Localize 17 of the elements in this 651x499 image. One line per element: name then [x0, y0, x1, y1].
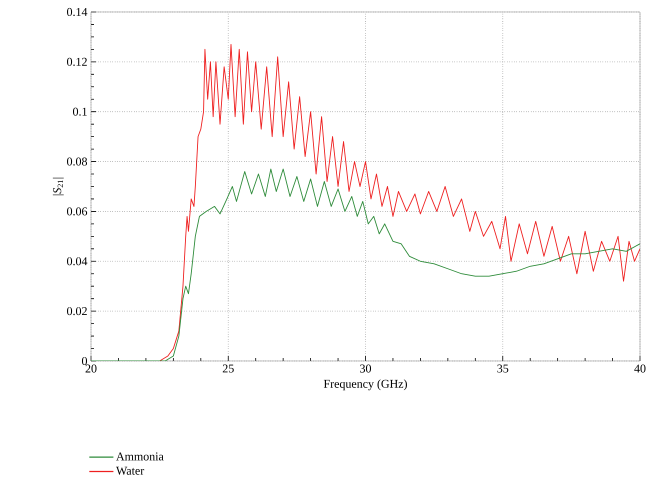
- y-tick-label: 0.02: [67, 307, 87, 316]
- x-tick-label: 20: [86, 364, 97, 373]
- legend-label: Ammonia: [116, 452, 164, 460]
- x-tick-label: 25: [222, 364, 234, 373]
- x-tick-label: 30: [360, 364, 372, 373]
- y-tick-label: 0.04: [67, 257, 88, 266]
- y-tick-label: 0: [82, 356, 88, 366]
- legend-label: Water: [116, 466, 144, 475]
- y-tick-label: 0.08: [67, 157, 88, 166]
- y-tick-label: 0.14: [67, 8, 88, 16]
- y-tick-label: 0.06: [67, 207, 88, 216]
- y-tick-label: 0.1: [72, 108, 87, 116]
- x-tick-label: 35: [497, 364, 508, 373]
- x-tick-label: 40: [634, 364, 646, 373]
- y-axis-title: |S$_{21}$|: [52, 178, 64, 196]
- x-axis-title: Frequency (GHz): [324, 379, 407, 390]
- y-tick-label: 0.12: [67, 58, 87, 66]
